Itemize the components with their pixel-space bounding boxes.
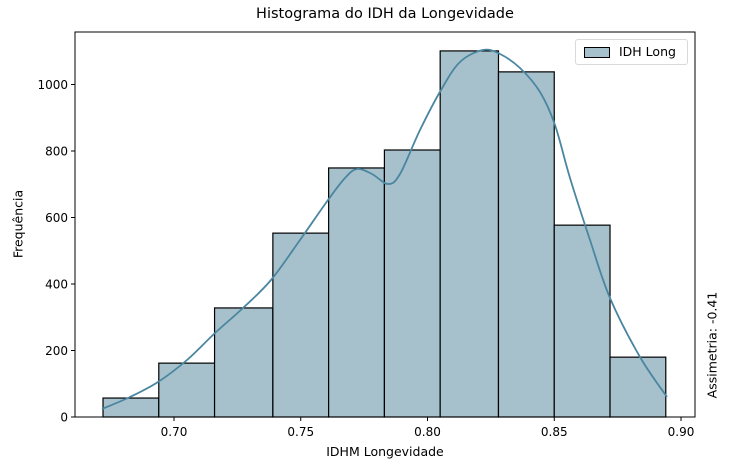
y-tick-label: 800 — [45, 145, 68, 159]
chart-title: Histograma do IDH da Longevidade — [256, 6, 514, 22]
x-tick-label: 0.70 — [161, 425, 188, 439]
histogram-bar — [213, 307, 274, 418]
x-tick-label: 0.75 — [287, 425, 314, 439]
y-tick-label: 0 — [60, 411, 68, 425]
histogram-bar — [609, 356, 667, 418]
x-tick-label: 0.80 — [414, 425, 441, 439]
histogram-bar — [158, 362, 216, 418]
histogram-bar — [383, 149, 441, 418]
y-tick-label: 400 — [45, 278, 68, 292]
legend: IDH Long — [575, 39, 688, 65]
y-tick-label: 600 — [45, 211, 68, 225]
histogram-bar — [553, 224, 611, 418]
y-tick-label: 200 — [45, 344, 68, 358]
x-tick-label: 0.90 — [668, 425, 695, 439]
x-axis-label: IDHM Longevidade — [326, 444, 444, 459]
histogram-bar — [328, 167, 386, 418]
legend-label: IDH Long — [619, 44, 676, 59]
histogram-bar — [497, 71, 555, 418]
kde-curve — [101, 48, 668, 410]
legend-swatch-icon — [584, 47, 610, 58]
axes-frame — [74, 31, 696, 418]
x-tick-label: 0.85 — [541, 425, 568, 439]
histogram-bar — [102, 397, 160, 418]
y-tick-label: 1000 — [37, 78, 68, 92]
histogram-bar — [272, 232, 330, 418]
histogram-bar — [439, 50, 500, 418]
